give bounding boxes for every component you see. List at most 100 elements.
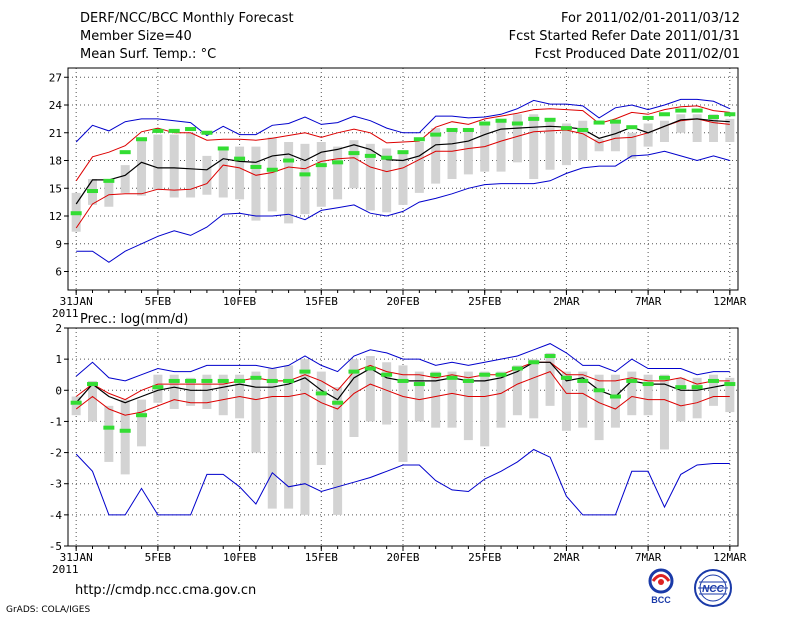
spread-box <box>71 396 81 416</box>
median-marker <box>315 391 327 396</box>
forecast-produced-label: Fcst Produced Date 2011/02/01 <box>534 47 740 62</box>
spread-box <box>267 368 277 509</box>
median-marker <box>201 378 213 383</box>
series-min-line <box>76 150 730 263</box>
spread-box <box>202 374 212 409</box>
spread-box <box>300 359 310 515</box>
bcc-logo-text: BCC <box>651 595 671 605</box>
median-marker <box>315 163 327 168</box>
median-marker <box>658 375 670 380</box>
grads-credit: GrADS: COLA/IGES <box>6 605 91 615</box>
spread-box <box>137 137 147 196</box>
x-tick-label: 12MAR <box>713 295 746 308</box>
spread-box <box>414 142 424 193</box>
median-marker <box>593 120 605 125</box>
spread-box <box>137 399 147 447</box>
y-tick-label: 9 <box>55 238 62 251</box>
x-tick-label: 12MAR <box>713 551 746 564</box>
spread-box <box>349 359 359 437</box>
ncc-logo: NCC <box>690 568 736 608</box>
chart-title: DERF/NCC/BCC Monthly Forecast <box>80 11 294 26</box>
median-marker <box>168 378 180 383</box>
x-tick-label: 20FEB <box>386 295 419 308</box>
median-marker <box>234 156 246 161</box>
median-marker <box>266 378 278 383</box>
spread-box <box>447 128 457 179</box>
median-marker <box>724 112 736 117</box>
spread-box <box>512 365 522 416</box>
y-tick-label: 15 <box>49 182 62 195</box>
y-tick-label: 24 <box>49 99 63 112</box>
x-tick-label: 31JAN <box>60 551 93 564</box>
spread-box <box>382 148 392 213</box>
median-marker <box>87 382 99 387</box>
median-marker <box>642 115 654 120</box>
median-marker <box>397 378 409 383</box>
median-marker <box>675 108 687 113</box>
spread-box <box>627 371 637 416</box>
member-size-label: Member Size=40 <box>80 29 192 44</box>
median-marker <box>87 189 99 194</box>
median-marker <box>250 164 262 169</box>
y-tick-label: 27 <box>49 71 62 84</box>
spread-box <box>725 377 735 413</box>
x-tick-label: 15FEB <box>305 551 338 564</box>
spread-box <box>512 114 522 163</box>
median-marker <box>577 378 589 383</box>
series-max-line <box>75 343 730 382</box>
series-minus-std-line <box>75 370 730 416</box>
x-tick-label: 2MAR <box>553 295 580 308</box>
spread-box <box>659 120 669 142</box>
median-marker <box>626 378 638 383</box>
median-marker <box>707 378 719 383</box>
spread-box <box>104 405 114 462</box>
precip-variable-label: Prec.: log(mm/d) <box>80 312 188 327</box>
spread-box <box>251 146 261 221</box>
median-marker <box>446 127 458 132</box>
x-tick-label: 25FEB <box>468 295 501 308</box>
spread-box <box>496 371 506 428</box>
median-marker <box>381 155 393 160</box>
spread-box <box>463 371 473 441</box>
series-plus-std-line <box>75 361 730 401</box>
x-tick-label: 7MAR <box>635 551 662 564</box>
series-min-line <box>75 448 730 516</box>
median-marker <box>707 115 719 120</box>
median-marker <box>381 372 393 377</box>
spread-box <box>529 114 539 179</box>
x-year-label: 2011 <box>52 307 79 320</box>
median-marker <box>691 108 703 113</box>
median-marker <box>642 382 654 387</box>
median-marker <box>462 378 474 383</box>
spread-box <box>235 146 245 200</box>
spread-box <box>169 134 179 198</box>
median-marker <box>544 117 556 122</box>
spread-box <box>708 114 718 142</box>
spread-box <box>365 143 375 211</box>
median-marker <box>70 211 82 216</box>
x-tick-label: 5FEB <box>145 551 172 564</box>
median-marker <box>136 413 148 418</box>
source-url[interactable]: http://cmdp.ncc.cma.gov.cn <box>75 583 257 598</box>
spread-box <box>496 118 506 172</box>
spread-box <box>88 380 98 422</box>
spread-box <box>202 155 212 195</box>
median-marker <box>348 151 360 156</box>
median-marker <box>495 372 507 377</box>
spread-box <box>153 134 163 191</box>
median-marker <box>119 428 131 433</box>
x-tick-label: 2MAR <box>553 551 580 564</box>
spread-box <box>431 128 441 184</box>
median-marker <box>103 425 115 430</box>
median-marker <box>152 385 164 390</box>
spread-box <box>529 359 539 419</box>
median-marker <box>119 150 131 155</box>
bcc-logo-icon: BCC <box>648 568 674 605</box>
spread-box <box>284 142 294 224</box>
spread-box <box>610 121 620 152</box>
median-marker <box>185 127 197 132</box>
x-year-label: 2011 <box>52 563 79 576</box>
spread-box <box>218 146 228 198</box>
forecast-start-label: Fcst Started Refer Date 2011/01/31 <box>508 29 740 44</box>
